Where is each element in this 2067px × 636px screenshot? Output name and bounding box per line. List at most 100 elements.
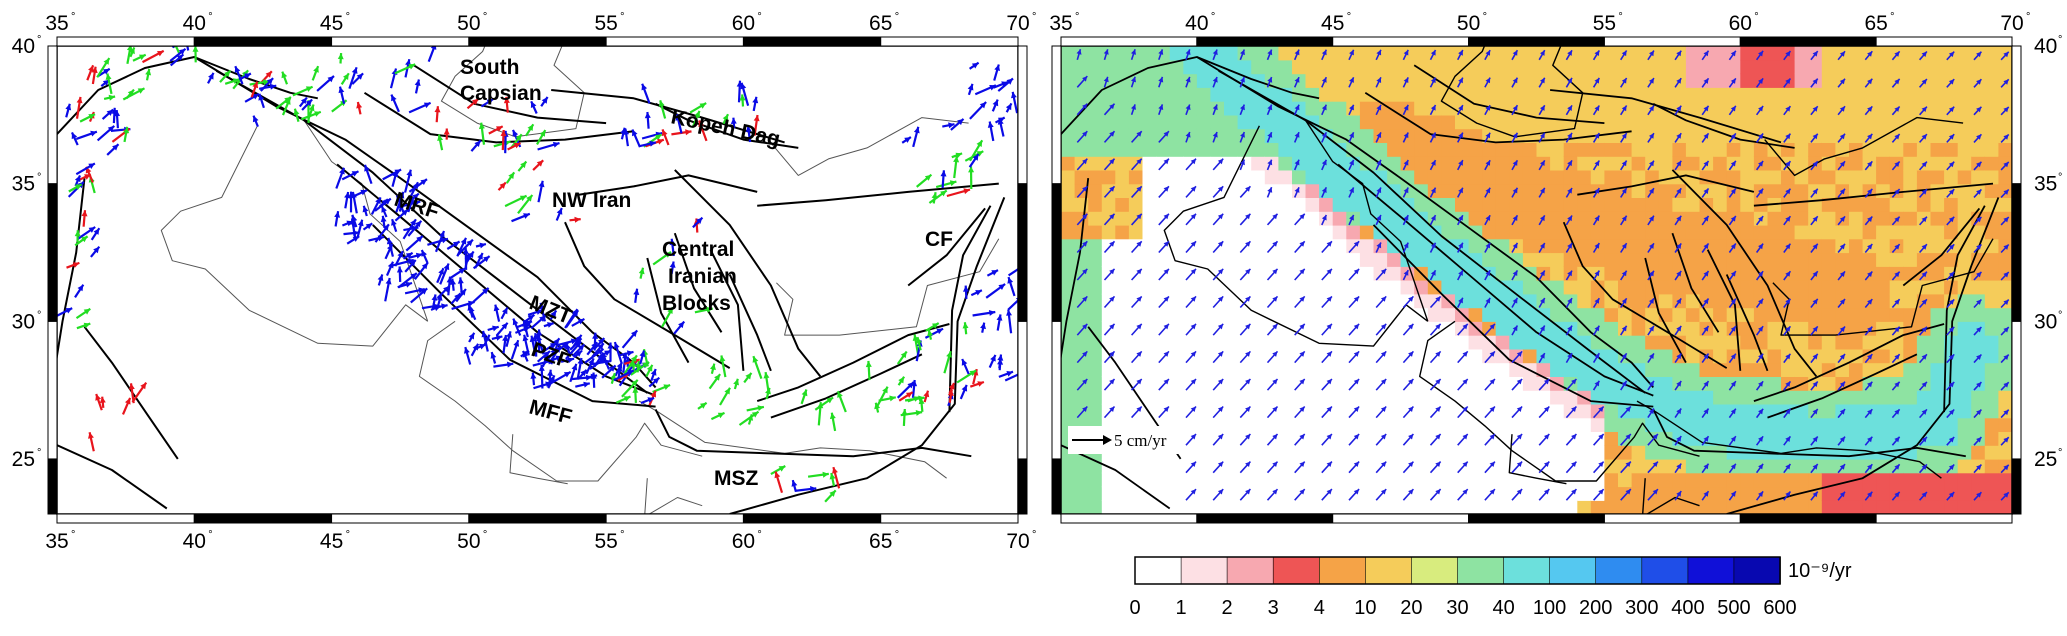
strain-cell: [1278, 115, 1292, 129]
strain-cell: [1795, 390, 1809, 404]
strain-cell: [1985, 60, 1999, 74]
strain-cell: [1903, 363, 1917, 377]
strain-cell: [1469, 156, 1483, 170]
strain-cell: [1604, 308, 1618, 322]
strain-cell: [1713, 473, 1727, 487]
strain-cell: [1998, 280, 2012, 294]
strain-cell: [1251, 473, 1265, 487]
strain-cell: [1102, 60, 1116, 74]
strain-cell: [1795, 473, 1809, 487]
lon-tick-bottom: 40: [183, 530, 206, 553]
strain-cell: [1414, 445, 1428, 459]
strain-cell: [1713, 335, 1727, 349]
strain-cell: [1197, 473, 1211, 487]
strain-cell: [1958, 197, 1972, 211]
strain-cell: [1550, 294, 1564, 308]
degree-mark: °: [346, 11, 350, 23]
strain-cell: [1998, 60, 2012, 74]
strain-cell: [1496, 225, 1510, 239]
strain-cell: [1482, 60, 1496, 74]
strain-cell: [1238, 197, 1252, 211]
frame-segment: [1604, 514, 1740, 523]
strain-cell: [1115, 60, 1129, 74]
strain-cell: [1985, 115, 1999, 129]
strain-cell: [1469, 335, 1483, 349]
strain-cell: [1944, 60, 1958, 74]
strain-cell: [1292, 390, 1306, 404]
strain-cell: [1183, 445, 1197, 459]
frame-segment: [881, 37, 1018, 46]
lon-tick-bottom: 50: [457, 530, 480, 553]
strain-cell: [1224, 266, 1238, 280]
strain-cell: [1985, 431, 1999, 445]
strain-cell: [1088, 87, 1102, 101]
strain-cell: [1971, 445, 1985, 459]
lat-tick: 25: [2034, 448, 2057, 471]
strain-cell: [1278, 253, 1292, 267]
strain-cell: [1143, 308, 1157, 322]
strain-cell: [1251, 390, 1265, 404]
strain-cell: [1537, 253, 1551, 267]
strain-cell: [1713, 459, 1727, 473]
strain-cell: [1265, 197, 1279, 211]
strain-cell: [1156, 487, 1170, 501]
strain-cell: [1903, 418, 1917, 432]
strain-cell: [1387, 376, 1401, 390]
strain-cell: [1143, 239, 1157, 253]
strain-cell: [1985, 253, 1999, 267]
strain-cell: [1740, 459, 1754, 473]
strain-cell: [1224, 459, 1238, 473]
strain-cell: [1115, 142, 1129, 156]
strain-cell: [1903, 431, 1917, 445]
strain-cell: [1781, 363, 1795, 377]
strain-cell: [1224, 363, 1238, 377]
strain-cell: [1740, 390, 1754, 404]
strain-cell: [1333, 253, 1347, 267]
strain-cell: [1849, 156, 1863, 170]
strain-cell: [1917, 225, 1931, 239]
strain-cell: [1061, 87, 1075, 101]
strain-cell: [1523, 376, 1537, 390]
strain-cell: [1523, 87, 1537, 101]
strain-cell: [1238, 376, 1252, 390]
strain-cell: [1265, 142, 1279, 156]
strain-cell: [1768, 115, 1782, 129]
strain-cell: [1224, 418, 1238, 432]
strain-cell: [1075, 500, 1089, 514]
strain-cell: [1890, 197, 1904, 211]
strain-cell: [1441, 308, 1455, 322]
strain-cell: [1292, 280, 1306, 294]
strain-cell: [1346, 87, 1360, 101]
strain-cell: [1414, 459, 1428, 473]
degree-mark: °: [895, 11, 899, 23]
frame-segment: [1469, 514, 1605, 523]
strain-cell: [1251, 404, 1265, 418]
strain-cell: [1143, 335, 1157, 349]
strain-cell: [1129, 349, 1143, 363]
strain-cell: [1088, 363, 1102, 377]
strain-cell: [1210, 418, 1224, 432]
strain-cell: [1577, 156, 1591, 170]
strain-cell: [1210, 308, 1224, 322]
strain-cell: [1251, 60, 1265, 74]
strain-cell: [1876, 390, 1890, 404]
strain-cell: [1306, 74, 1320, 88]
strain-cell: [1115, 349, 1129, 363]
strain-cell: [1822, 431, 1836, 445]
strain-cell: [1183, 335, 1197, 349]
label-msz: MSZ: [714, 467, 759, 490]
strain-cell: [1170, 115, 1184, 129]
frame-segment: [1061, 37, 1197, 46]
strain-cell: [1768, 266, 1782, 280]
strain-cell: [1659, 266, 1673, 280]
strain-cell: [1102, 473, 1116, 487]
strain-cell: [1333, 445, 1347, 459]
strain-cell: [1700, 500, 1714, 514]
strain-cell: [1414, 376, 1428, 390]
strain-cell: [1414, 197, 1428, 211]
strain-cell: [1360, 404, 1374, 418]
strain-cell: [1496, 211, 1510, 225]
strain-cell: [1632, 253, 1646, 267]
strain-cell: [1441, 376, 1455, 390]
strain-cell: [1523, 197, 1537, 211]
